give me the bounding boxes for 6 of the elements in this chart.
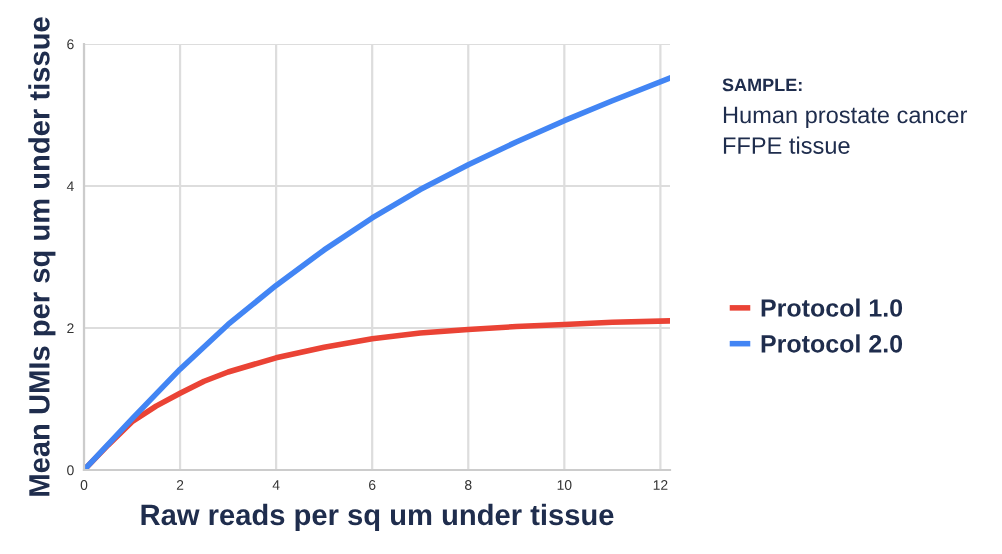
y-axis-title: Mean UMIs per sq um under tissue	[28, 17, 56, 496]
legend-label: Protocol 1.0	[761, 298, 903, 317]
x-axis-title: Raw reads per sq um under tissue	[141, 503, 614, 531]
text: SAMPLE:	[722, 78, 802, 92]
legend-label: Protocol 2.0	[761, 334, 903, 353]
text: Human prostate cancer FFPE tissue	[723, 106, 968, 154]
